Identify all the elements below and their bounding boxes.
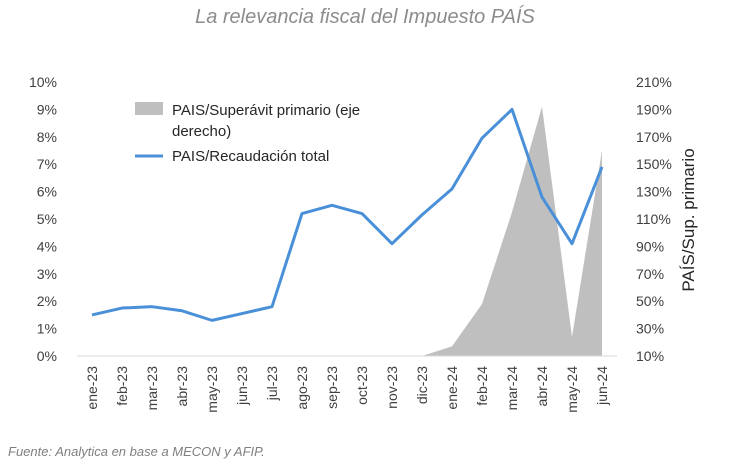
x-tick-label: oct-23 — [354, 366, 370, 405]
x-tick-label: ene-24 — [444, 366, 460, 410]
x-tick-label: ene-23 — [84, 366, 100, 410]
y-left-tick-label: 10% — [29, 74, 57, 90]
legend-area-swatch — [135, 102, 163, 115]
y-right-tick-label: 210% — [636, 74, 672, 90]
x-tick-label: dic-23 — [414, 366, 430, 404]
legend-area-label-line2: derecho) — [172, 123, 231, 140]
y-right-tick-label: 10% — [636, 348, 664, 364]
x-tick-label: jun-23 — [234, 366, 250, 406]
y-left-tick-label: 2% — [37, 293, 57, 309]
y-left-tick-label: 5% — [37, 211, 57, 227]
x-tick-label: abr-24 — [534, 366, 550, 407]
x-tick-label: sep-23 — [324, 366, 340, 409]
area-series-superavit — [422, 106, 602, 356]
y-right-tick-label: 110% — [636, 211, 671, 227]
y-right-tick-label: 30% — [636, 321, 664, 337]
y-right-tick-label: 90% — [636, 238, 664, 254]
legend-area-label: PAIS/Superávit primario (eje — [172, 102, 360, 119]
x-tick-label: may-23 — [204, 366, 220, 413]
y-right-tick-label: 150% — [636, 156, 672, 172]
x-tick-label: mar-24 — [504, 366, 520, 411]
legend: PAIS/Superávit primario (eje derecho) PA… — [135, 102, 360, 165]
y-left-tick-label: 1% — [37, 321, 57, 337]
y-left-tick-labels: 0% 1% 2% 3% 4% 5% 6% 7% 8% 9% 10% — [29, 74, 57, 364]
x-tick-label: jul-23 — [264, 366, 280, 401]
y-right-tick-label: 70% — [636, 266, 664, 282]
legend-line-label: PAIS/Recaudación total — [172, 148, 329, 165]
y-right-tick-label: 130% — [636, 184, 672, 200]
chart-title: La relevancia fiscal del Impuesto PAÍS — [195, 6, 535, 28]
line-series-layer — [91, 107, 604, 322]
y-right-tick-labels: 10% 30% 50% 70% 90% 110% 130% 150% 170% 190% 210% — [636, 74, 672, 364]
y-right-tick-label: 190% — [636, 101, 672, 117]
x-tick-label: abr-23 — [174, 366, 190, 407]
x-tick-label: may-24 — [564, 366, 580, 413]
area-series-layer — [422, 106, 602, 356]
x-tick-label: feb-23 — [114, 366, 130, 406]
y-right-tick-label: 50% — [636, 293, 664, 309]
line-series-recaudacion — [91, 107, 604, 322]
y-left-tick-label: 4% — [37, 238, 57, 254]
y-left-tick-label: 7% — [37, 156, 57, 172]
y-right-axis-label: PAÍS/Sup. primario — [679, 148, 698, 291]
x-tick-labels: ene-23 feb-23 mar-23 abr-23 may-23 jun-23 jul-… — [84, 366, 610, 413]
y-left-tick-label: 0% — [37, 348, 57, 364]
x-tick-label: jun-24 — [594, 366, 610, 406]
x-tick-label: nov-23 — [384, 366, 400, 409]
x-tick-label: mar-23 — [144, 366, 160, 411]
y-right-tick-label: 170% — [636, 129, 672, 145]
x-tick-label: ago-23 — [294, 366, 310, 410]
x-tick-label: feb-24 — [474, 366, 490, 406]
y-left-tick-label: 9% — [37, 101, 57, 117]
y-left-tick-label: 6% — [37, 184, 57, 200]
y-left-tick-label: 3% — [37, 266, 57, 282]
y-left-tick-label: 8% — [37, 129, 57, 145]
source-note: Fuente: Analytica en base a MECON y AFIP… — [8, 444, 265, 459]
